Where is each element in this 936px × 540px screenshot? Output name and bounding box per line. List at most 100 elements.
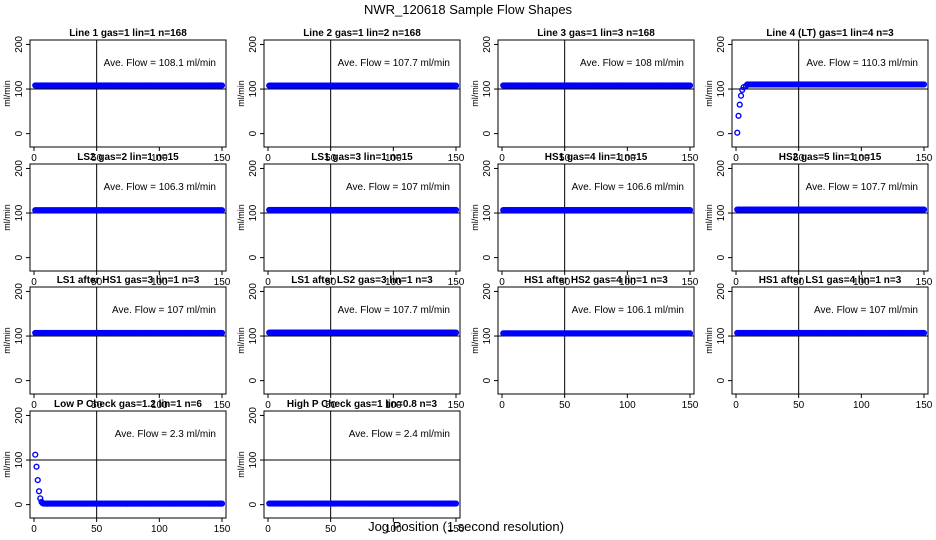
y-tick-label: 100	[482, 80, 493, 97]
chart-panel-6: LS1 gas=3 lin=1 n=15 0 50 100 150 0 100 200 ml/m…	[236, 152, 465, 288]
chart-panel-9: LS1 after HS1 gas=3 lin=1 n=3 0 50 100 150 0 1…	[2, 275, 231, 411]
x-tick-label: 0	[499, 277, 505, 288]
y-tick-label: 100	[248, 204, 259, 221]
x-tick-label: 0	[31, 400, 37, 411]
x-tick-label: 100	[385, 153, 402, 164]
chart-panel-5: LS2 gas=2 lin=1 n=15 0 50 100 150 0 100 200 ml/m…	[2, 152, 231, 288]
data-point	[218, 500, 226, 507]
data-point	[734, 129, 741, 136]
data-point	[34, 477, 41, 484]
x-tick-label: 0	[733, 153, 739, 164]
data-series	[500, 206, 694, 214]
data-series	[32, 451, 226, 507]
panel-title: Line 4 (LT) gas=1 lin=4 n=3	[766, 28, 894, 39]
data-point	[686, 82, 694, 89]
data-series	[734, 81, 928, 136]
ave-flow-label: Ave. Flow = 106.1 ml/min	[572, 305, 684, 316]
y-axis-label: ml/min	[704, 80, 714, 107]
y-tick-label: 0	[248, 377, 259, 383]
data-series	[32, 207, 226, 214]
chart-panel-3: Line 3 gas=1 lin=3 n=168 0 50 100 150 0 100 200…	[470, 28, 699, 164]
y-tick-label: 0	[716, 377, 727, 383]
y-tick-label: 0	[482, 130, 493, 136]
x-tick-label: 0	[31, 277, 37, 288]
y-tick-label: 100	[14, 327, 25, 344]
y-axis-label: ml/min	[236, 327, 246, 354]
panel-title: LS1 after HS1 gas=3 lin=1 n=3	[57, 275, 200, 286]
panel-title: HS1 after HS2 gas=4 lin=1 n=3	[524, 275, 668, 286]
y-axis-label: ml/min	[704, 327, 714, 354]
y-axis-label: ml/min	[2, 80, 12, 107]
x-tick-label: 100	[385, 400, 402, 411]
chart-panel-12: HS1 after LS1 gas=4 lin=1 n=3 0 50 100 150 0 1…	[704, 275, 933, 411]
panel-title: High P Check gas=1 lin=0.8 n=3	[287, 399, 438, 410]
ave-flow-label: Ave. Flow = 106.6 ml/min	[572, 182, 684, 193]
y-axis-label: ml/min	[236, 451, 246, 478]
x-tick-label: 100	[619, 400, 636, 411]
y-tick-label: 100	[716, 327, 727, 344]
plot-frame	[263, 410, 461, 519]
data-series	[266, 500, 460, 507]
y-tick-label: 0	[14, 130, 25, 136]
plot-frame	[29, 410, 227, 519]
plot-frame	[731, 163, 929, 272]
panel-title: LS1 after LS2 gas=3 lin=1 n=3	[291, 275, 433, 286]
y-tick-label: 200	[716, 36, 727, 53]
x-tick-label: 50	[793, 153, 805, 164]
figure-xlabel: Jog Position (1 second resolution)	[368, 519, 564, 534]
x-tick-label: 150	[448, 524, 465, 535]
data-series	[500, 330, 694, 337]
x-tick-label: 50	[325, 524, 337, 535]
x-tick-label: 50	[793, 277, 805, 288]
x-tick-label: 150	[214, 277, 231, 288]
x-tick-label: 0	[733, 400, 739, 411]
x-tick-label: 50	[559, 400, 571, 411]
plot-frame	[263, 286, 461, 395]
x-tick-label: 100	[385, 277, 402, 288]
y-tick-label: 0	[14, 377, 25, 383]
plot-frame	[29, 286, 227, 395]
y-axis-label: ml/min	[2, 204, 12, 231]
chart-panel-2: Line 2 gas=1 lin=2 n=168 0 50 100 150 0 100 200…	[236, 28, 465, 164]
x-tick-label: 100	[853, 277, 870, 288]
y-tick-label: 100	[716, 204, 727, 221]
plot-frame	[497, 39, 695, 148]
x-tick-label: 100	[853, 153, 870, 164]
data-point	[735, 112, 742, 119]
panel-title: LS1 gas=3 lin=1 n=15	[311, 152, 413, 163]
ave-flow-label: Ave. Flow = 107 ml/min	[814, 305, 918, 316]
ave-flow-label: Ave. Flow = 107.7 ml/min	[806, 182, 918, 193]
data-series	[32, 82, 226, 89]
y-tick-label: 200	[248, 283, 259, 300]
y-tick-label: 100	[248, 80, 259, 97]
x-tick-label: 100	[619, 277, 636, 288]
x-tick-label: 50	[325, 153, 337, 164]
y-tick-label: 200	[248, 36, 259, 53]
x-tick-label: 50	[559, 153, 571, 164]
x-tick-label: 50	[793, 400, 805, 411]
x-tick-label: 150	[682, 153, 699, 164]
x-tick-label: 150	[448, 153, 465, 164]
x-tick-label: 100	[853, 400, 870, 411]
y-axis-label: ml/min	[704, 204, 714, 231]
x-tick-label: 0	[499, 400, 505, 411]
y-tick-label: 0	[716, 254, 727, 260]
plot-frame	[263, 163, 461, 272]
y-axis-label: ml/min	[470, 327, 480, 354]
y-tick-label: 100	[14, 204, 25, 221]
ave-flow-label: Ave. Flow = 2.3 ml/min	[115, 429, 216, 440]
y-axis-label: ml/min	[236, 80, 246, 107]
data-point	[218, 82, 226, 89]
x-tick-label: 150	[448, 277, 465, 288]
data-point	[32, 451, 39, 458]
chart-panel-13: Low P Check gas=1.2 lin=1 n=6 0 50 100 150 0 1…	[2, 399, 231, 535]
data-series	[266, 82, 460, 89]
data-point	[920, 329, 928, 337]
data-point	[920, 206, 928, 213]
panel-title: HS1 gas=4 lin=1 n=15	[545, 152, 648, 163]
x-tick-label: 100	[619, 153, 636, 164]
plot-frame	[497, 163, 695, 272]
panel-title: HS2 gas=5 lin=1 n=15	[779, 152, 882, 163]
data-point	[920, 81, 928, 88]
